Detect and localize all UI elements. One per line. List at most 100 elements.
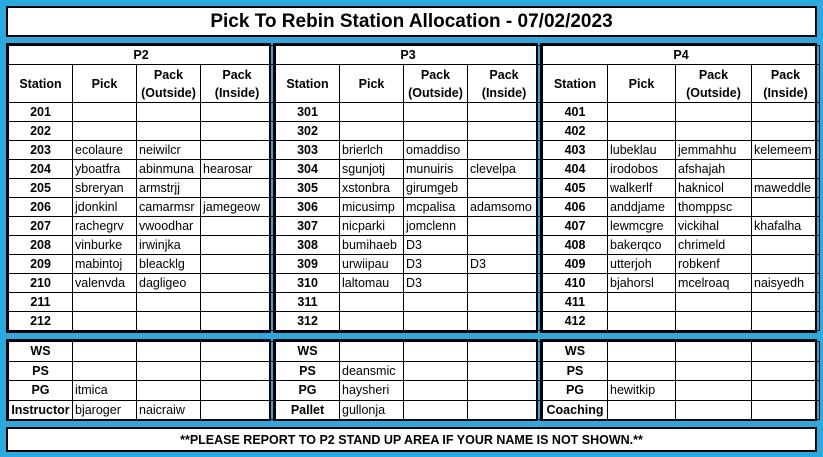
pack-outside-cell: D3 (403, 235, 468, 255)
pack-outside-cell (403, 292, 468, 312)
table-row: 304 sgunjotj munuiris clevelpa (275, 159, 542, 179)
pick-cell: utterjoh (607, 254, 676, 274)
role-name-cell (675, 360, 752, 381)
pick-cell: yboatfra (72, 159, 137, 179)
station-number: 312 (275, 311, 340, 331)
column-header-station: Station (8, 64, 73, 103)
station-number: 206 (8, 197, 73, 217)
role-empty-cell (751, 360, 820, 381)
role-name-cell (136, 360, 201, 381)
pack-inside-cell: D3 (466, 254, 542, 274)
column-header-station: Station (542, 64, 608, 103)
pack-outside-cell: jemmahhu (675, 140, 752, 160)
column-header-pack-outside: Pack (Outside) (403, 64, 468, 103)
column-header-pack-inside: Pack (Inside) (199, 64, 275, 103)
table-row: 201 (8, 102, 275, 122)
pack-outside-cell: robkenf (675, 254, 752, 274)
role-name-cell: itmica (72, 380, 137, 401)
role-name-cell (136, 380, 201, 401)
pack-inside-cell (750, 292, 821, 312)
role-name-cell: deansmic (339, 360, 404, 381)
pack-inside-cell (466, 178, 542, 198)
pack-outside-cell: dagligeo (136, 273, 201, 293)
pack-outside-cell (675, 292, 752, 312)
table-row: 411 (542, 292, 821, 312)
table-row: 206 jdonkinl camarmsr jamegeow (8, 197, 275, 217)
table-row: 202 (8, 121, 275, 141)
station-number: 410 (542, 273, 608, 293)
role-label: Pallet (275, 399, 340, 420)
pick-cell (339, 102, 404, 122)
pick-cell (607, 102, 676, 122)
station-table-p4: P4 Station Pick Pack (Outside) Pack (Inside)… (541, 45, 821, 331)
table-row: 210 valenvda dagligeo (8, 273, 275, 293)
pack-outside-cell: mcpalisa (403, 197, 468, 217)
role-label: PG (275, 380, 340, 401)
station-number: 303 (275, 140, 340, 160)
pick-cell: irodobos (607, 159, 676, 179)
role-label: PS (275, 360, 340, 381)
pick-cell: urwiipau (339, 254, 404, 274)
table-row: 302 (275, 121, 542, 141)
role-name-cell (675, 341, 752, 362)
pack-outside-cell: camarmsr (136, 197, 201, 217)
pick-cell (607, 311, 676, 331)
roles-table-p3: WS PS deansmic PG haysheri Pallet gullonja (275, 341, 541, 420)
pack-inside-cell (750, 311, 821, 331)
station-panel-p3: P3 Station Pick Pack (Outside) Pack (Inside)… (273, 43, 542, 333)
pack-outside-cell: D3 (403, 273, 468, 293)
table-row: Coaching (542, 399, 820, 420)
column-header-pack-outside: Pack (Outside) (136, 64, 201, 103)
station-number: 301 (275, 102, 340, 122)
table-row: 401 (542, 102, 821, 122)
table-row: Pallet gullonja (275, 399, 541, 420)
pack-inside-cell: naisyedh (750, 273, 821, 293)
table-row: PS (8, 360, 274, 381)
group-header: P4 (541, 45, 821, 65)
pick-cell: valenvda (72, 273, 137, 293)
role-name-cell (339, 341, 404, 362)
station-number: 404 (542, 159, 608, 179)
role-name-cell (72, 360, 137, 381)
page-title: Pick To Rebin Station Allocation - 07/02… (6, 6, 817, 37)
role-label: Instructor (8, 399, 73, 420)
station-panel-p4: P4 Station Pick Pack (Outside) Pack (Inside)… (540, 43, 821, 333)
pack-inside-cell (199, 235, 275, 255)
table-row: 402 (542, 121, 821, 141)
role-name-cell (675, 399, 752, 420)
station-number: 208 (8, 235, 73, 255)
pick-cell (72, 292, 137, 312)
pack-inside-cell (750, 121, 821, 141)
pick-cell: bjahorsl (607, 273, 676, 293)
pick-cell: xstonbra (339, 178, 404, 198)
pack-outside-cell: afshajah (675, 159, 752, 179)
pack-outside-cell: girumgeb (403, 178, 468, 198)
roles-table-p2: WS PS PG itmica Instructor bjaroger naicraiw (8, 341, 274, 420)
roles-panel-p2: WS PS PG itmica Instructor bjaroger naicraiw (6, 339, 274, 421)
station-number: 407 (542, 216, 608, 236)
station-table-p2: P2 Station Pick Pack (Outside) Pack (Inside)… (7, 45, 275, 331)
station-number: 408 (542, 235, 608, 255)
station-number: 402 (542, 121, 608, 141)
pack-outside-cell: irwinjka (136, 235, 201, 255)
column-header-pick: Pick (72, 64, 137, 103)
role-name-cell: gullonja (339, 399, 404, 420)
pack-inside-cell: jamegeow (199, 197, 275, 217)
pick-cell: bakerqco (607, 235, 676, 255)
table-row: 408 bakerqco chrimeld (542, 235, 821, 255)
table-row: 209 mabintoj bleacklg (8, 254, 275, 274)
pick-cell: nicparki (339, 216, 404, 236)
role-label: PS (542, 360, 608, 381)
station-number: 205 (8, 178, 73, 198)
pack-inside-cell (199, 140, 275, 160)
pack-outside-cell: bleacklg (136, 254, 201, 274)
station-number: 203 (8, 140, 73, 160)
table-row: 303 brierlch omaddiso (275, 140, 542, 160)
pack-inside-cell: clevelpa (466, 159, 542, 179)
role-empty-cell (751, 380, 820, 401)
station-number: 308 (275, 235, 340, 255)
roles-table-p4: WS PS PG hewitkip Coaching (542, 341, 820, 420)
column-header-pack-inside: Pack (Inside) (750, 64, 821, 103)
pack-inside-cell: hearosar (199, 159, 275, 179)
pick-cell: mabintoj (72, 254, 137, 274)
